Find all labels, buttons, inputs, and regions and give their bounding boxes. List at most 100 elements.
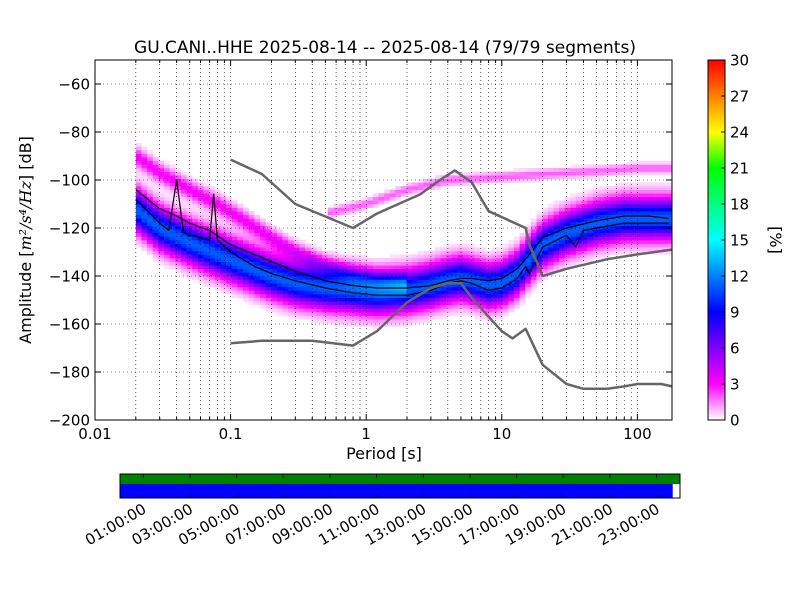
heatmap-cell: [632, 236, 639, 241]
heatmap-cell: [570, 254, 577, 259]
heatmap-cell: [372, 304, 379, 309]
heatmap-cell: [214, 254, 221, 259]
heatmap-cell: [197, 258, 204, 262]
heatmap-cell: [536, 254, 543, 259]
heatmap-cell: [265, 297, 272, 302]
heatmap-cell: [542, 232, 549, 237]
heatmap-cell: [564, 247, 571, 252]
heatmap-cell: [559, 243, 566, 248]
heatmap-cell: [197, 214, 204, 219]
heatmap-cell: [598, 189, 605, 194]
heatmap-cell: [480, 301, 487, 306]
heatmap-cell: [542, 225, 549, 230]
heatmap-cell: [248, 222, 255, 226]
heatmap-cell: [259, 229, 266, 234]
heatmap-cell: [570, 240, 577, 244]
heatmap-cell: [288, 240, 295, 244]
heatmap-cell: [553, 218, 560, 223]
heatmap-cell: [564, 265, 571, 270]
heatmap-cell: [638, 204, 645, 208]
heatmap-cell: [288, 276, 295, 280]
plot-frame: [94, 59, 673, 421]
heatmap-cell: [581, 218, 588, 223]
heatmap-cell: [192, 261, 199, 266]
heatmap-cell: [322, 258, 329, 262]
heatmap-cell: [547, 175, 554, 180]
heatmap-cell: [638, 171, 645, 176]
heatmap-cell: [265, 279, 272, 284]
heatmap-cell: [203, 204, 210, 208]
heatmap-cell: [513, 290, 520, 295]
heatmap-cell: [169, 265, 176, 270]
heatmap-cell: [513, 168, 520, 172]
heatmap-cell: [135, 207, 142, 212]
heatmap-cell: [536, 258, 543, 262]
heatmap-cell: [508, 265, 515, 270]
heatmap-cell: [463, 258, 470, 262]
heatmap-cell: [203, 229, 210, 234]
heatmap-cell: [192, 186, 199, 190]
heatmap-cell: [197, 261, 204, 266]
heatmap-cell: [214, 283, 221, 288]
heatmap-cell: [621, 247, 628, 252]
heatmap-cell: [502, 308, 509, 313]
heatmap-cell: [175, 178, 182, 183]
heatmap-cell: [248, 301, 255, 306]
heatmap-cell: [513, 272, 520, 277]
colorbar-tick-label: 21: [730, 160, 749, 178]
heatmap-cell: [344, 272, 351, 277]
heatmap-cell: [147, 164, 154, 169]
heatmap-cell: [384, 301, 391, 306]
heatmap-cell: [457, 304, 464, 309]
heatmap-cell: [231, 243, 238, 248]
heatmap-cell: [564, 261, 571, 266]
heatmap-cell: [542, 218, 549, 223]
heatmap-cell: [576, 218, 582, 223]
heatmap-cell: [164, 200, 170, 205]
heatmap-cell: [141, 200, 148, 205]
heatmap-cell: [412, 189, 419, 194]
heatmap-cell: [372, 279, 379, 284]
heatmap-cell: [344, 297, 351, 302]
heatmap-cell: [429, 258, 436, 262]
heatmap-cell: [638, 247, 645, 252]
colorbar-tick-label: 30: [730, 52, 749, 70]
heatmap-cell: [418, 268, 424, 273]
heatmap-cell: [350, 261, 357, 266]
heatmap-cell: [497, 304, 503, 309]
heatmap-cell: [384, 279, 391, 284]
heatmap-cell: [423, 254, 430, 259]
heatmap-cell: [497, 315, 503, 320]
heatmap-cell: [440, 304, 447, 309]
heatmap-cell: [186, 200, 193, 205]
heatmap-cell: [209, 283, 216, 288]
heatmap-cell: [401, 290, 408, 295]
heatmap-cell: [248, 258, 255, 262]
heatmap-cell: [406, 283, 413, 288]
heatmap-cell: [288, 304, 295, 309]
heatmap-cell: [525, 290, 532, 295]
heatmap-cell: [649, 207, 656, 212]
heatmap-cell: [457, 254, 464, 259]
heatmap-cell: [209, 232, 216, 237]
heatmap-cell: [288, 283, 295, 288]
heatmap-cell: [226, 211, 233, 216]
heatmap-cell: [638, 196, 645, 201]
heatmap-cell: [389, 319, 396, 324]
heatmap-cell: [327, 276, 334, 280]
heatmap-cell: [418, 265, 424, 270]
heatmap-cell: [440, 254, 447, 259]
heatmap-cell: [474, 261, 481, 266]
heatmap-cell: [158, 168, 165, 172]
heatmap-cell: [384, 261, 391, 266]
heatmap-cell: [389, 283, 396, 288]
heatmap-cell: [446, 175, 453, 180]
heatmap-cell: [259, 294, 266, 298]
y-axis-label-prefix: Amplitude [: [16, 251, 35, 344]
heatmap-cell: [237, 261, 244, 266]
heatmap-cell: [135, 171, 142, 176]
used-coverage-bar: [120, 484, 673, 498]
heatmap-cell: [457, 283, 464, 288]
colorbar-tick-label: 12: [730, 268, 749, 286]
